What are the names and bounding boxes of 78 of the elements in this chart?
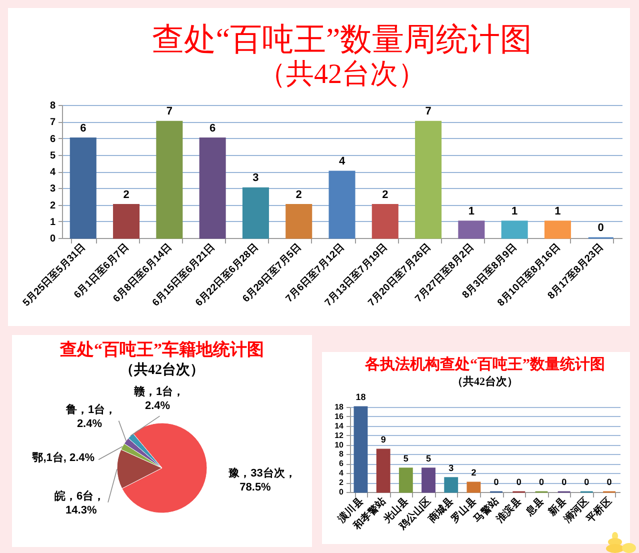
data-label: 1 [512,205,518,218]
y-tick-label: 5 [50,150,56,162]
data-label: 2 [123,188,130,201]
bar [113,204,140,239]
data-label: ，33台次， 78.5% [240,466,296,494]
data-label: 0 [584,477,590,487]
data-label: 2 [471,468,476,478]
data-label: 5 [426,453,432,464]
chart-title: 各执法机构查处“百吨王”数量统计图 [364,356,605,373]
y-tick-label: 4 [50,167,56,178]
bar [199,138,226,239]
y-tick-label: 12 [334,430,344,440]
data-label: 6 [80,122,86,134]
chart-title: 查处“百吨王”数量周统计图 [152,21,532,57]
bar [466,482,481,493]
chart-subtitle: （共42台次） [120,362,204,378]
bar [398,468,413,493]
data-label: ,1台, 2.4% [43,451,95,464]
slice-label: 鲁 [64,402,77,416]
slice-label: 赣 [132,385,145,398]
y-tick-label: 2 [50,200,56,212]
y-tick-label: 2 [339,478,344,488]
bar [458,220,485,239]
y-tick-label: 14 [334,421,344,430]
data-label: 0 [538,477,544,487]
data-label: 1 [554,205,561,218]
y-tick-label: 10 [334,440,344,450]
y-tick-label: 0 [339,488,344,496]
bar [376,448,390,493]
y-tick-label: 18 [334,402,344,412]
x-tick-label: 息县 [522,495,546,519]
bar [501,220,528,239]
slice-label: 鄂 [32,452,44,464]
y-tick-label: 1 [50,216,56,228]
y-tick-label: 8 [50,100,56,112]
data-label: 18 [356,392,366,402]
bar [415,120,442,239]
data-label: 0 [606,477,612,487]
data-label: 0 [598,222,604,234]
bar [354,406,368,493]
data-label: 5 [403,453,408,464]
bar [422,468,436,493]
bar [544,220,571,239]
data-label: 7 [425,106,432,118]
chart-subtitle: （共42台次） [258,59,426,90]
data-label: ，1台， 2.4% [76,402,116,430]
y-tick-label: 4 [339,468,344,478]
data-label: 2 [296,188,302,201]
y-tick-label: 3 [50,184,56,195]
y-tick-label: 6 [50,134,56,145]
data-label: 2 [382,188,388,201]
data-label: 9 [380,434,386,444]
slice-label: 豫 [228,466,241,480]
data-label: 6 [210,122,216,134]
y-tick-label: 0 [50,234,56,244]
data-label: 7 [166,106,172,118]
data-label: 3 [252,172,259,184]
data-label: 0 [516,477,522,487]
data-label: ，6台， 14.3% [66,490,105,517]
y-tick-label: 7 [50,117,56,128]
data-label: ，1台， 2.4% [144,385,184,412]
bar [286,204,312,239]
data-label: 1 [468,205,474,218]
bar [444,477,458,493]
data-label: 0 [562,477,567,487]
bar [372,204,398,239]
y-tick-label: 6 [339,459,344,468]
y-tick-label: 16 [334,412,344,421]
slice-label: 皖 [54,490,66,503]
data-label: 0 [494,477,499,487]
bar [328,170,356,239]
bar [156,120,183,239]
bar [70,138,96,239]
data-label: 3 [448,462,454,473]
y-tick-label: 8 [339,450,344,459]
chart-title: 查处“百吨王”车籍地统计图 [59,340,264,360]
bar [242,187,269,239]
chart-subtitle: （共42台次） [452,375,518,388]
